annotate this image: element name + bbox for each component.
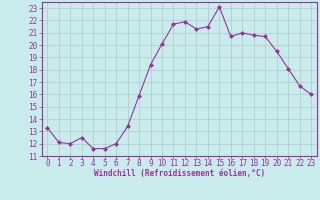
- X-axis label: Windchill (Refroidissement éolien,°C): Windchill (Refroidissement éolien,°C): [94, 169, 265, 178]
